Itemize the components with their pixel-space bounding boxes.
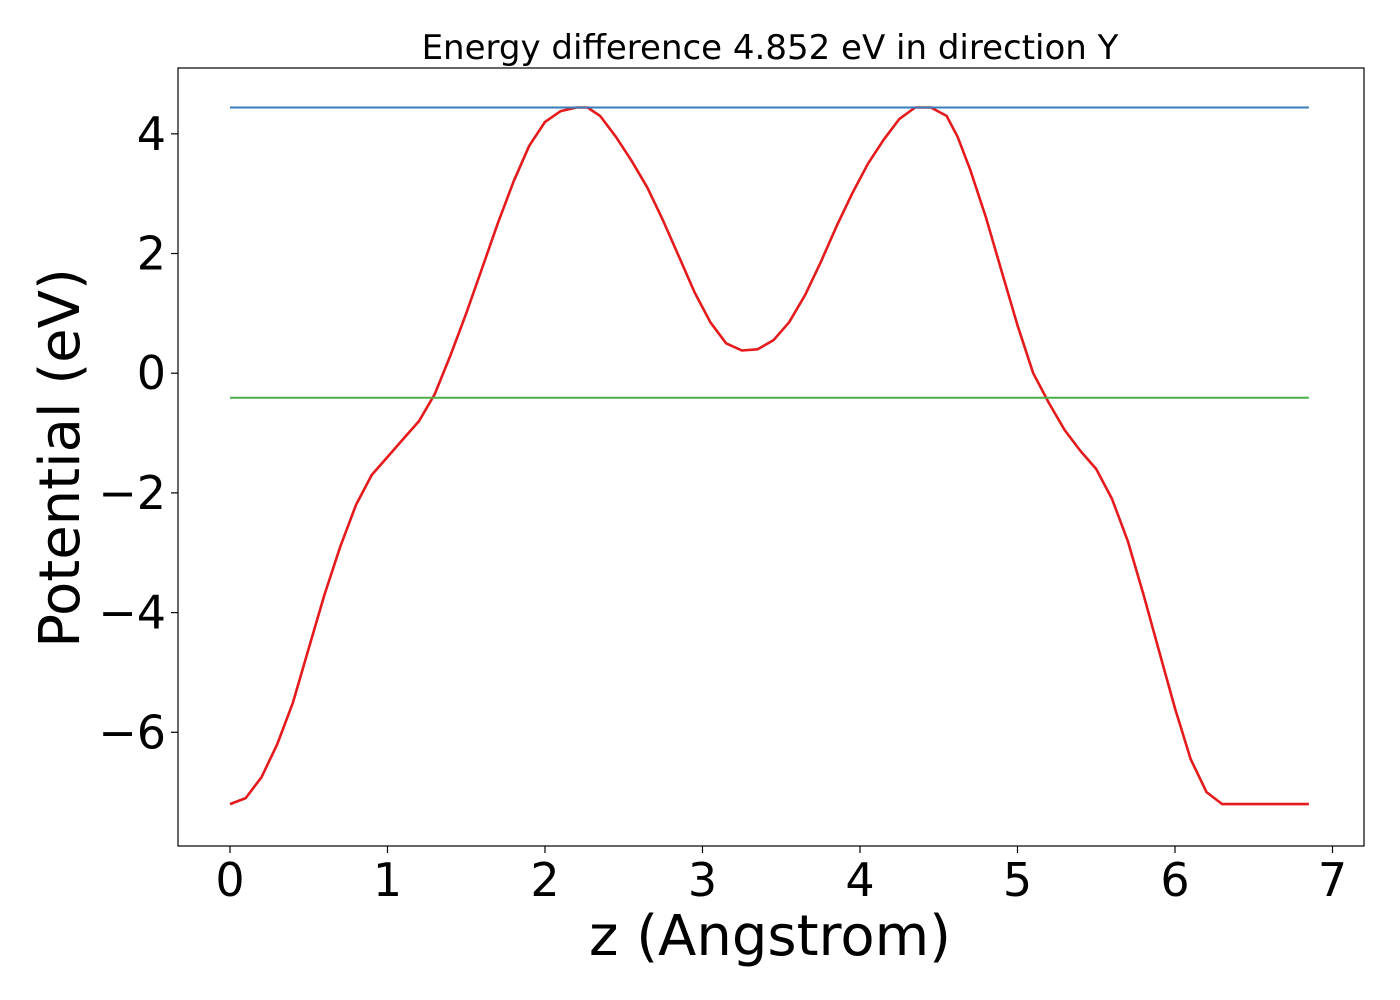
- x-tick-label: 7: [1318, 853, 1347, 907]
- x-tick-label: 3: [688, 853, 717, 907]
- y-tick-label: −4: [98, 586, 166, 640]
- y-tick-label: −2: [98, 466, 166, 520]
- plot-frame: [177, 67, 1365, 847]
- y-axis-label: Potential (eV): [28, 268, 93, 648]
- y-tick-label: 0: [137, 346, 166, 400]
- x-axis-label: z (Angstrom): [589, 904, 951, 969]
- y-tick-label: 4: [137, 107, 166, 161]
- y-tick-label: 2: [137, 227, 166, 281]
- chart-title: Energy difference 4.852 eV in direction …: [422, 28, 1119, 68]
- series-layer: [229, 106, 1309, 806]
- x-tick-label: 6: [1160, 853, 1189, 907]
- x-tick-label: 5: [1003, 853, 1032, 907]
- x-axis: 0 1 2 3 4 5 6 7: [215, 846, 1347, 907]
- y-axis: −6 −4 −2 0 2 4: [98, 107, 178, 759]
- x-tick-label: 0: [215, 853, 244, 907]
- x-tick-label: 2: [530, 853, 559, 907]
- x-tick-label: 1: [373, 853, 402, 907]
- y-tick-label: −6: [98, 705, 166, 759]
- x-tick-label: 4: [845, 853, 874, 907]
- potential-line: [229, 106, 1309, 806]
